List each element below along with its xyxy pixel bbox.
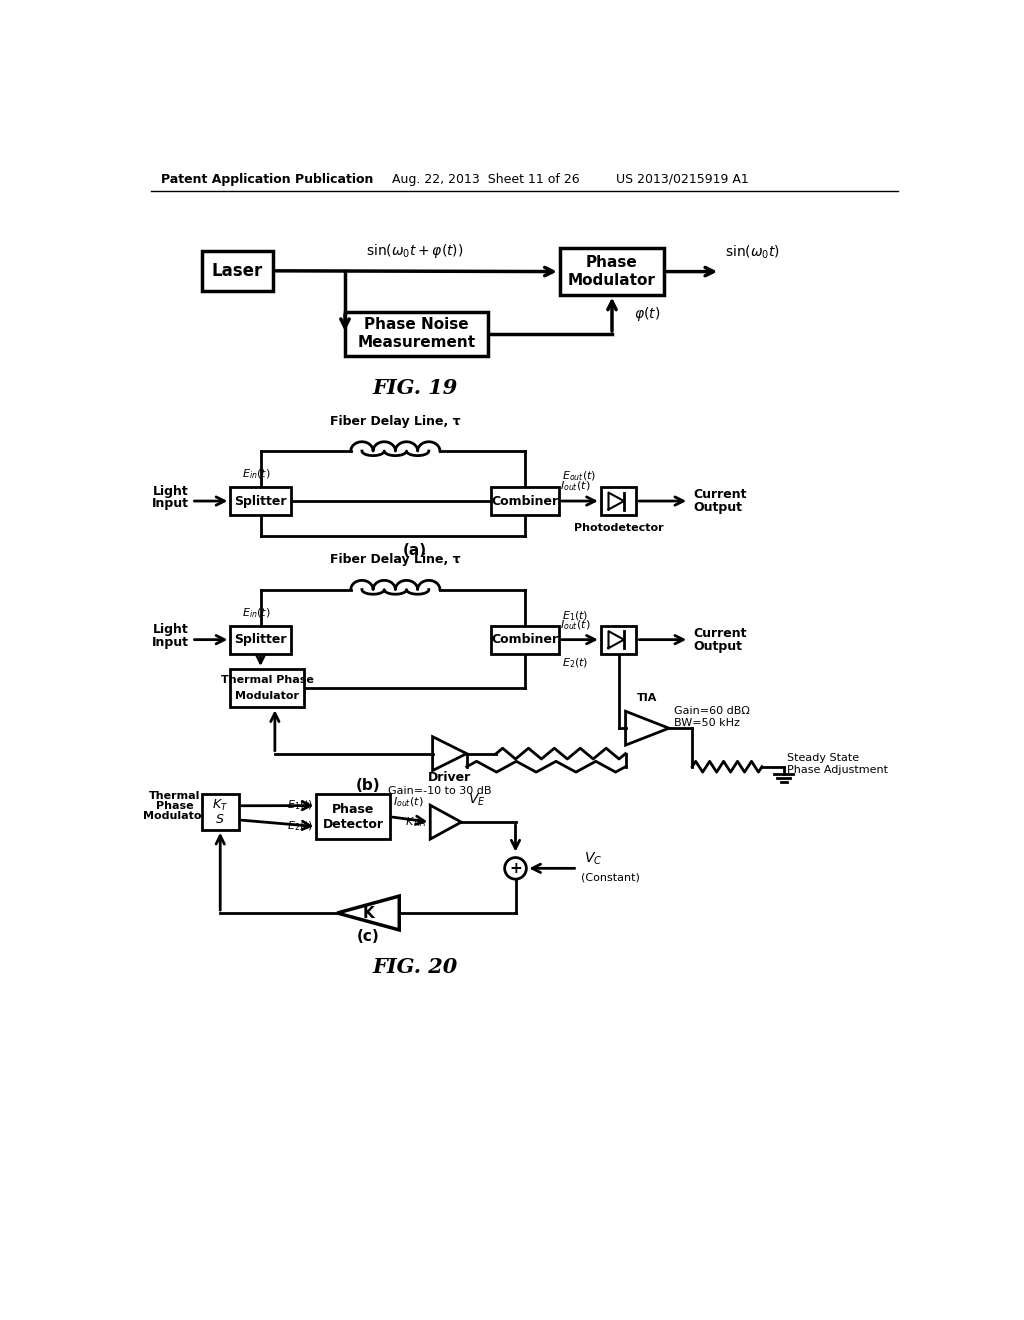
Text: Combiner: Combiner bbox=[492, 495, 558, 508]
Text: Measurement: Measurement bbox=[357, 335, 476, 350]
Text: Gain=-10 to 30 dB: Gain=-10 to 30 dB bbox=[388, 785, 492, 796]
Text: Light: Light bbox=[153, 623, 188, 636]
Text: (c): (c) bbox=[357, 929, 380, 945]
Text: Driver: Driver bbox=[428, 771, 471, 784]
Text: $E_1(t)$: $E_1(t)$ bbox=[287, 799, 313, 812]
Bar bbox=[230, 669, 304, 708]
Text: $V_E$: $V_E$ bbox=[468, 792, 485, 808]
Text: $K_T$: $K_T$ bbox=[212, 799, 228, 813]
Text: Light: Light bbox=[153, 484, 188, 498]
Text: $\sin(\omega_0 t+\varphi(t))$: $\sin(\omega_0 t+\varphi(t))$ bbox=[366, 242, 464, 260]
Bar bbox=[202, 795, 239, 830]
Text: Splitter: Splitter bbox=[234, 634, 287, 647]
Bar bbox=[560, 248, 665, 294]
Bar bbox=[345, 312, 488, 356]
Text: Combiner: Combiner bbox=[492, 634, 558, 647]
Text: $\varphi(t)$: $\varphi(t)$ bbox=[634, 305, 659, 323]
Text: Aug. 22, 2013  Sheet 11 of 26: Aug. 22, 2013 Sheet 11 of 26 bbox=[391, 173, 580, 186]
Text: $I_{out}(t)$: $I_{out}(t)$ bbox=[560, 479, 591, 494]
Text: $S$: $S$ bbox=[215, 813, 225, 826]
Text: Splitter: Splitter bbox=[234, 495, 287, 508]
Text: Modulator: Modulator bbox=[568, 272, 656, 288]
Text: Phase Noise: Phase Noise bbox=[365, 317, 469, 333]
Text: Phase Adjustment: Phase Adjustment bbox=[786, 764, 888, 775]
Text: US 2013/0215919 A1: US 2013/0215919 A1 bbox=[616, 173, 749, 186]
Text: $\sin(\omega_0 t)$: $\sin(\omega_0 t)$ bbox=[725, 243, 780, 261]
Bar bbox=[490, 626, 559, 653]
Bar bbox=[230, 626, 291, 653]
Text: $V_C$: $V_C$ bbox=[584, 851, 602, 867]
Text: Current: Current bbox=[693, 488, 748, 502]
Text: Laser: Laser bbox=[212, 261, 263, 280]
Text: Output: Output bbox=[693, 640, 742, 653]
Text: Thermal Phase: Thermal Phase bbox=[221, 676, 313, 685]
Text: Modulator: Modulator bbox=[142, 810, 207, 821]
Text: Gain=60 dBΩ: Gain=60 dBΩ bbox=[674, 706, 750, 717]
Text: $I_{out}(t)$: $I_{out}(t)$ bbox=[393, 796, 424, 809]
Text: +: + bbox=[509, 861, 522, 876]
Text: Phase: Phase bbox=[156, 801, 194, 810]
Text: $K_{TIA}$: $K_{TIA}$ bbox=[406, 816, 426, 829]
Text: Input: Input bbox=[153, 498, 189, 511]
Bar bbox=[601, 487, 636, 515]
Text: Modulator: Modulator bbox=[236, 690, 299, 701]
Bar bbox=[490, 487, 559, 515]
Text: BW=50 kHz: BW=50 kHz bbox=[674, 718, 739, 727]
Text: Output: Output bbox=[693, 502, 742, 515]
Text: Fiber Delay Line, τ: Fiber Delay Line, τ bbox=[330, 553, 461, 566]
Text: Steady State: Steady State bbox=[786, 752, 859, 763]
Text: $E_{in}(t)$: $E_{in}(t)$ bbox=[243, 606, 271, 619]
Text: $I_{out}(t)$: $I_{out}(t)$ bbox=[560, 618, 591, 632]
Text: (b): (b) bbox=[356, 777, 381, 793]
Text: Phase: Phase bbox=[586, 255, 638, 269]
Bar bbox=[316, 795, 390, 840]
Text: Thermal: Thermal bbox=[148, 791, 200, 801]
Bar bbox=[230, 487, 291, 515]
Text: (Constant): (Constant) bbox=[581, 873, 639, 883]
Text: Patent Application Publication: Patent Application Publication bbox=[161, 173, 373, 186]
Text: (a): (a) bbox=[402, 543, 427, 558]
Text: FIG. 19: FIG. 19 bbox=[372, 378, 458, 397]
Text: $E_2(t)$: $E_2(t)$ bbox=[562, 656, 589, 671]
Text: Phase: Phase bbox=[332, 803, 375, 816]
Bar bbox=[601, 626, 636, 653]
Text: Detector: Detector bbox=[323, 818, 384, 832]
Text: Current: Current bbox=[693, 627, 748, 640]
Text: $E_{out}(t)$: $E_{out}(t)$ bbox=[562, 469, 596, 483]
Text: FIG. 20: FIG. 20 bbox=[372, 957, 458, 977]
Text: $E_{in}(t)$: $E_{in}(t)$ bbox=[243, 467, 271, 480]
Text: Fiber Delay Line, τ: Fiber Delay Line, τ bbox=[330, 414, 461, 428]
Text: K: K bbox=[362, 906, 374, 920]
Bar bbox=[202, 251, 273, 290]
Text: Input: Input bbox=[153, 636, 189, 649]
Text: TIA: TIA bbox=[637, 693, 657, 704]
Text: $E_1(t)$: $E_1(t)$ bbox=[562, 609, 589, 623]
Text: $E_2(t)$: $E_2(t)$ bbox=[287, 820, 313, 833]
Text: Photodetector: Photodetector bbox=[573, 523, 664, 532]
